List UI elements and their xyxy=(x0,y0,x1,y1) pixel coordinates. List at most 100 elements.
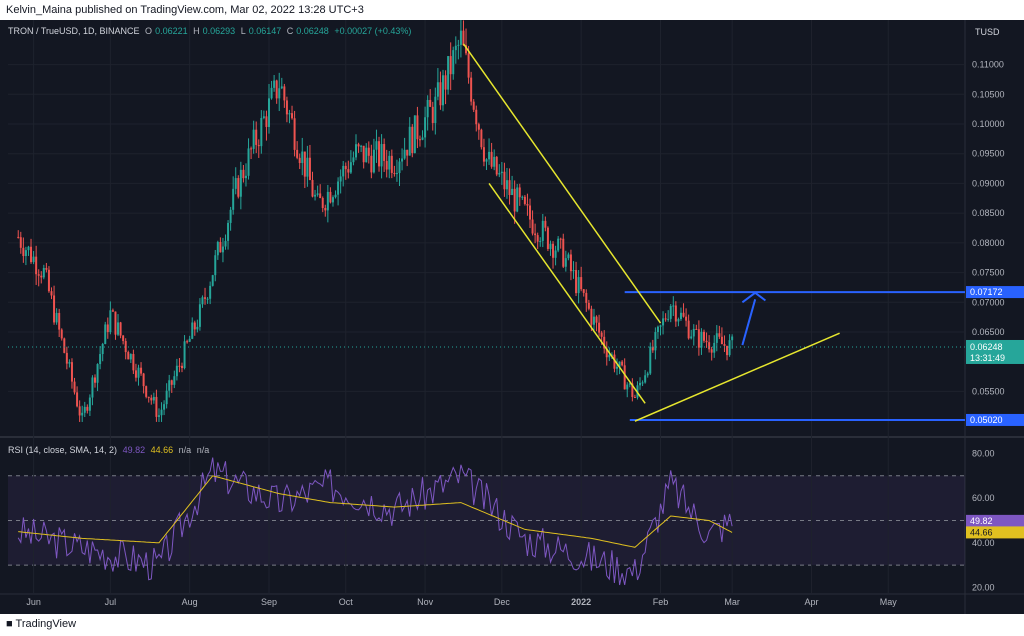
candle-body xyxy=(577,277,580,294)
candle-body xyxy=(590,308,593,325)
candle-body xyxy=(132,354,135,371)
candle-body xyxy=(32,256,35,263)
candle-body xyxy=(296,149,299,158)
candle-body xyxy=(401,158,404,162)
candle-body xyxy=(618,361,621,367)
candle-body xyxy=(117,322,120,335)
candle-body xyxy=(723,344,726,346)
candle-body xyxy=(613,354,616,369)
candle-body xyxy=(63,338,66,353)
candle-body xyxy=(493,156,496,167)
candle-body xyxy=(505,180,508,190)
last-price-tag: 0.06248 xyxy=(970,342,1003,352)
candle-body xyxy=(605,348,608,358)
candle-body xyxy=(592,316,595,325)
candle-body xyxy=(598,322,601,333)
candle-body xyxy=(715,333,718,343)
candle-body xyxy=(554,250,557,258)
candle-body xyxy=(311,179,314,197)
candle-body xyxy=(175,365,178,377)
candle-body xyxy=(24,250,27,257)
candle-body xyxy=(383,144,386,161)
candle-body xyxy=(413,115,416,154)
candle-body xyxy=(293,118,296,150)
candle-body xyxy=(390,155,393,173)
candle-body xyxy=(495,156,498,175)
candle-body xyxy=(145,386,148,397)
candle-body xyxy=(395,173,398,175)
candle-body xyxy=(47,269,50,292)
candle-body xyxy=(572,270,575,272)
candle-body xyxy=(416,115,419,140)
candle-body xyxy=(621,361,624,366)
candle-body xyxy=(239,169,242,197)
candle-body xyxy=(237,178,240,197)
candle-body xyxy=(557,238,560,251)
countdown-tag: 13:31:49 xyxy=(970,353,1005,363)
candle-body xyxy=(58,312,61,330)
candle-body xyxy=(718,333,721,337)
candle-body xyxy=(298,157,301,164)
candle-body xyxy=(685,316,688,321)
candle-body xyxy=(53,295,56,323)
candle-body xyxy=(142,373,145,387)
candle-body xyxy=(710,349,713,353)
candle-body xyxy=(365,147,368,163)
channel-lower-trendline xyxy=(488,182,646,404)
candle-body xyxy=(692,328,695,337)
candle-body xyxy=(726,345,729,356)
tv-mark-icon: ■ xyxy=(6,618,13,630)
price-tick-label: 0.08000 xyxy=(972,238,1005,248)
candle-body xyxy=(19,237,22,248)
brand-text: TradingView xyxy=(15,618,77,630)
price-tick-label: 0.09500 xyxy=(972,149,1005,159)
support-price-tag: 0.05020 xyxy=(970,415,1003,425)
publisher-text: Kelvin_Maina published on TradingView.co… xyxy=(6,4,364,16)
candle-body xyxy=(60,329,63,339)
chart-svg[interactable]: 0.11000 0.10500 0.10000 0.09500 0.09000 0.085… xyxy=(0,20,1024,614)
candle-body xyxy=(96,364,99,383)
candle-body xyxy=(482,147,485,162)
price-tick-label: 0.10500 xyxy=(972,89,1005,99)
candle-body xyxy=(600,332,603,337)
price-tick-label: 0.05500 xyxy=(972,386,1005,396)
price-tick-label: 0.10000 xyxy=(972,119,1005,129)
candle-body xyxy=(88,397,91,411)
candle-body xyxy=(664,318,667,320)
symbol-name: TRON / TrueUSD, 1D, BINANCE xyxy=(8,26,140,36)
candle-body xyxy=(682,312,685,317)
rsi-line xyxy=(17,457,733,586)
candle-body xyxy=(301,151,304,164)
rsi-tick-label: 60.00 xyxy=(972,493,995,503)
candle-body xyxy=(477,124,480,130)
high-value: 0.06293 xyxy=(202,26,236,36)
candle-body xyxy=(649,346,652,374)
chart-frame[interactable]: 0.11000 0.10500 0.10000 0.09500 0.09000 0.085… xyxy=(0,20,1024,614)
candle-body xyxy=(447,56,450,90)
candle-body xyxy=(475,109,478,125)
candle-body xyxy=(68,362,71,364)
price-tick-label: 0.07000 xyxy=(972,297,1005,307)
candle-body xyxy=(316,193,319,195)
symbol-legend[interactable]: TRON / TrueUSD, 1D, BINANCE O 0.06221 H 0.… xyxy=(8,26,414,36)
candle-body xyxy=(283,86,286,101)
low-value: 0.06147 xyxy=(248,26,282,36)
candle-body xyxy=(40,275,43,278)
rsi-legend[interactable]: RSI (14, close, SMA, 14, 2) 49.82 44.66 … xyxy=(8,445,212,455)
candle-body xyxy=(357,144,360,147)
candle-body xyxy=(659,325,662,327)
high-label: H xyxy=(193,26,200,36)
candle-body xyxy=(595,316,598,323)
channel-upper-trendline xyxy=(462,43,662,324)
candle-body xyxy=(444,75,447,90)
candle-body xyxy=(157,415,160,417)
candle-body xyxy=(536,235,539,242)
rsi-tick-label: 40.00 xyxy=(972,538,995,548)
candle-body xyxy=(462,30,465,46)
candle-body xyxy=(472,101,475,110)
candle-body xyxy=(170,380,173,385)
candle-body xyxy=(78,406,81,416)
candle-body xyxy=(214,255,217,276)
candle-body xyxy=(513,188,516,212)
rsi-name: RSI (14, close, SMA, 14, 2) xyxy=(8,445,118,455)
